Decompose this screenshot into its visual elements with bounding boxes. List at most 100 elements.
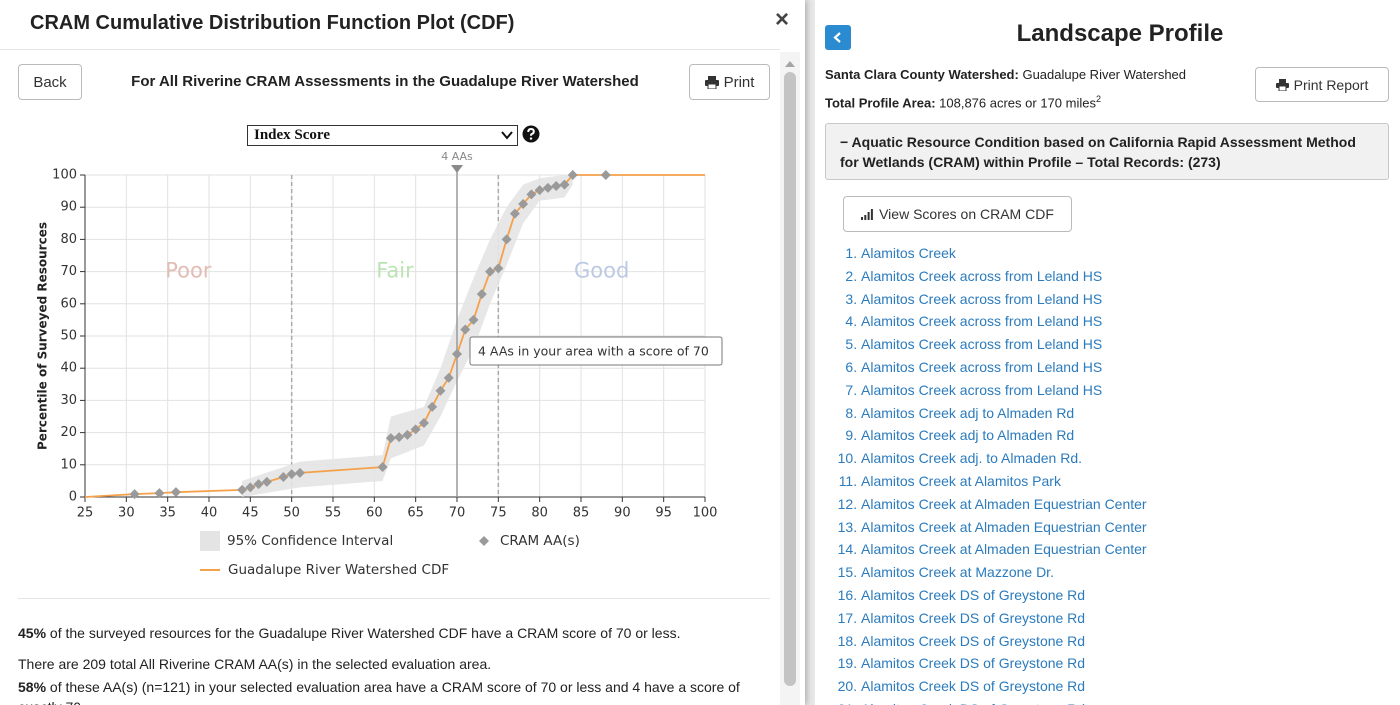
cram-point — [559, 179, 570, 190]
cram-point — [245, 482, 256, 493]
cram-point — [253, 479, 264, 490]
confidence-band — [242, 175, 573, 497]
divider — [18, 598, 770, 599]
record-link[interactable]: Alamitos Creek at Almaden Equestrian Cen… — [861, 493, 1147, 516]
y-tick-label: 20 — [60, 425, 77, 440]
record-list: Alamitos CreekAlamitos Creek across from… — [815, 242, 1147, 705]
summary-text: There are 209 total All Riverine CRAM AA… — [18, 656, 492, 672]
record-link[interactable]: Alamitos Creek across from Leland HS — [861, 379, 1147, 402]
cram-point — [418, 417, 429, 428]
record-link[interactable]: Alamitos Creek at Almaden Equestrian Cen… — [861, 538, 1147, 561]
region-label: Good — [574, 259, 629, 283]
record-link[interactable]: Alamitos Creek — [861, 242, 1147, 265]
record-link[interactable]: Alamitos Creek across from Leland HS — [861, 288, 1147, 311]
y-tick-label: 10 — [60, 457, 77, 472]
record-link[interactable]: Alamitos Creek DS of Greystone Rd — [861, 652, 1147, 675]
x-tick-label: 100 — [693, 506, 718, 521]
print-button[interactable]: Print — [689, 64, 770, 100]
cram-point — [526, 189, 537, 200]
cram-point — [600, 170, 611, 180]
record-link[interactable]: Alamitos Creek DS of Greystone Rd — [861, 607, 1147, 630]
cram-point — [410, 424, 421, 435]
cram-point — [468, 314, 479, 325]
cram-point — [493, 263, 504, 274]
x-tick-label: 75 — [490, 506, 507, 521]
print-report-button[interactable]: Print Report — [1255, 67, 1389, 102]
record-link[interactable]: Alamitos Creek at Mazzone Dr. — [861, 561, 1147, 584]
legend-label: CRAM AA(s) — [500, 533, 580, 549]
cram-point — [509, 208, 520, 219]
watershed-label: Santa Clara County Watershed: — [825, 67, 1019, 82]
tooltip-box — [469, 336, 723, 366]
cram-point — [542, 182, 553, 193]
record-link[interactable]: Alamitos Creek across from Leland HS — [861, 265, 1147, 288]
summary-line: There are 209 total All Riverine CRAM AA… — [18, 656, 491, 672]
record-link[interactable]: Alamitos Creek at Almaden Equestrian Cen… — [861, 516, 1147, 539]
record-link[interactable]: Alamitos Creek DS of Greystone Rd — [861, 584, 1147, 607]
record-link[interactable]: Alamitos Creek across from Leland HS — [861, 310, 1147, 333]
x-tick-label: 65 — [407, 506, 424, 521]
record-link[interactable]: Alamitos Creek across from Leland HS — [861, 356, 1147, 379]
select-chevron — [501, 131, 513, 140]
cram-point — [170, 487, 181, 498]
area-label: Total Profile Area: — [825, 95, 936, 111]
close-button[interactable]: × — [775, 6, 790, 33]
record-link[interactable]: Alamitos Creek adj to Almaden Rd — [861, 402, 1147, 425]
cram-point — [237, 484, 248, 495]
y-tick-label: 0 — [69, 490, 77, 505]
view-scores-label: View Scores on CRAM CDF — [879, 206, 1054, 222]
cram-point — [427, 401, 438, 412]
score-select[interactable]: Index Score — [247, 125, 518, 146]
y-tick-label: 60 — [60, 296, 77, 311]
y-tick-label: 40 — [60, 361, 77, 376]
x-tick-label: 60 — [366, 506, 383, 521]
print-label: Print — [723, 73, 755, 91]
cram-point — [534, 185, 545, 196]
view-scores-button[interactable]: View Scores on CRAM CDF — [843, 196, 1072, 232]
area-value: 108,876 acres or 170 miles — [935, 95, 1096, 111]
collapse-button[interactable] — [825, 25, 851, 50]
record-link[interactable]: Alamitos Creek at Alamitos Park — [861, 470, 1147, 493]
record-link[interactable]: Alamitos Creek adj. to Almaden Rd. — [861, 447, 1147, 470]
cram-point — [476, 289, 487, 300]
divider — [0, 49, 780, 50]
cram-point — [394, 432, 405, 443]
print-report-label: Print Report — [1293, 76, 1369, 93]
summary-strong: 58% — [18, 679, 47, 695]
cram-point — [443, 372, 454, 383]
scrollbar[interactable] — [780, 52, 800, 705]
tooltip-text: 4 AAs in your area with a score of 70 — [478, 344, 709, 359]
area-sup: 2 — [1095, 94, 1101, 104]
summary-strong: 45% — [18, 625, 47, 641]
section-header[interactable]: − Aquatic Resource Condition based on Ca… — [825, 123, 1389, 180]
record-link[interactable]: Alamitos Creek adj to Almaden Rd — [861, 424, 1147, 447]
score-marker-label: 4 AAs — [441, 150, 473, 163]
cram-point — [385, 433, 396, 444]
profile-panel: Landscape Profile Santa Clara County Wat… — [815, 0, 1400, 705]
profile-title: Landscape Profile — [1016, 20, 1224, 47]
record-link[interactable]: Alamitos Creek across from Leland HS — [861, 333, 1147, 356]
record-link[interactable]: Alamitos Creek DS of Greystone Rd — [861, 630, 1147, 653]
legend-label: 95% Confidence Interval — [227, 533, 393, 549]
help-icon[interactable] — [522, 125, 540, 143]
record-link[interactable]: Alamitos Creek DS of Greystone Rd — [861, 675, 1147, 698]
score-marker-arrow — [451, 165, 463, 173]
legend-swatch — [479, 536, 489, 546]
cram-point — [452, 349, 462, 360]
cram-point — [460, 324, 471, 335]
cram-point — [551, 180, 562, 191]
y-tick-label: 80 — [60, 232, 77, 247]
watershed-line: Santa Clara County Watershed: Guadalupe … — [825, 67, 1186, 82]
y-axis-label: Percentile of Surveyed Resources — [36, 222, 50, 450]
legend-label: Guadalupe River Watershed CDF — [228, 562, 449, 578]
back-button[interactable]: Back — [18, 64, 82, 100]
x-tick-label: 40 — [201, 506, 218, 521]
summary-text: of these AA(s) (n=121) in your selected … — [18, 679, 740, 705]
y-tick-label: 90 — [60, 200, 77, 215]
record-link[interactable]: Alamitos Creek DS of Greystone Rd — [861, 698, 1147, 705]
cram-point — [518, 198, 529, 209]
cram-point — [154, 488, 165, 499]
cram-point — [435, 385, 446, 396]
x-tick-label: 85 — [573, 506, 590, 521]
